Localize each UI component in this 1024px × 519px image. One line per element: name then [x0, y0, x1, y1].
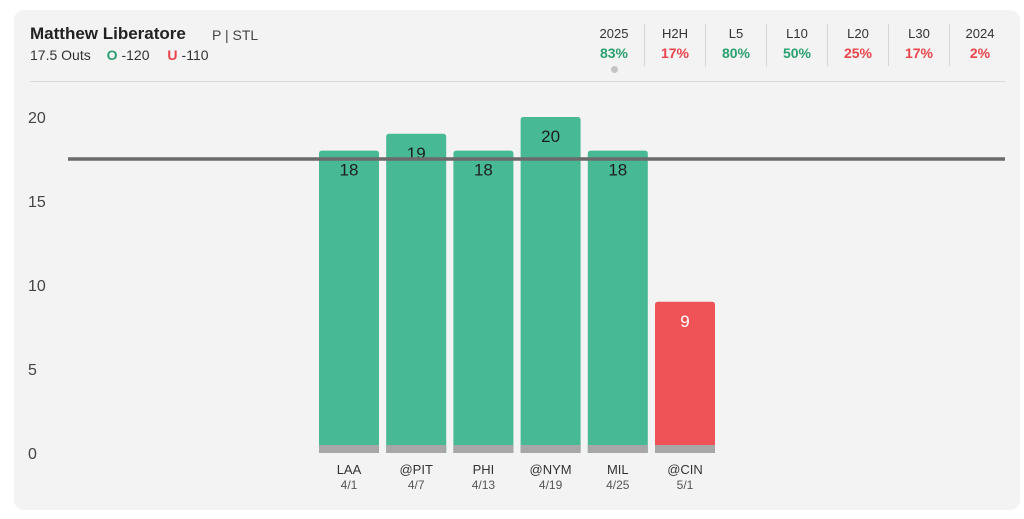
stat-tab-l10[interactable]: L10 50%: [767, 24, 828, 66]
bar[interactable]: [655, 301, 715, 453]
x-tick-opponent: @NYM: [530, 462, 572, 477]
x-tick-date: 4/19: [539, 478, 563, 492]
x-tick-date: 4/25: [606, 478, 630, 492]
y-tick-label: 20: [28, 110, 46, 127]
bar-base: [655, 445, 715, 453]
bar-base: [319, 445, 379, 453]
y-tick-label: 10: [28, 278, 46, 295]
y-tick-label: 0: [28, 446, 37, 463]
stat-tab-value: 25%: [843, 45, 873, 61]
x-tick-date: 4/13: [472, 478, 496, 492]
bar[interactable]: [386, 133, 447, 454]
stat-tab-label: 2025: [599, 26, 629, 41]
player-name: Matthew Liberatore: [30, 24, 186, 43]
stat-tab-l20[interactable]: L20 25%: [828, 24, 889, 66]
stat-tab-2025[interactable]: 2025 83%: [584, 24, 645, 66]
over-tag: O: [106, 47, 118, 63]
stat-tab-value: 83%: [599, 45, 629, 61]
stat-tab-value: 50%: [782, 45, 812, 61]
x-tick-opponent: MIL: [607, 462, 629, 477]
bar[interactable]: [319, 150, 379, 453]
stat-tab-label: L10: [786, 26, 808, 41]
bar-value-label: 20: [541, 127, 560, 146]
stat-tab-label: 2024: [965, 26, 995, 41]
stat-tab-label: H2H: [661, 26, 688, 41]
x-tick-date: 5/1: [677, 478, 694, 492]
bar[interactable]: [453, 150, 514, 453]
x-tick-opponent: @CIN: [667, 462, 703, 477]
stat-tab-value: 17%: [904, 45, 934, 61]
x-tick-opponent: LAA: [337, 462, 362, 477]
stat-tab-h2h[interactable]: H2H 17%: [645, 24, 706, 66]
stat-tab-l30[interactable]: L30 17%: [889, 24, 950, 66]
bar-value-label: 9: [680, 312, 689, 331]
y-tick-label: 5: [28, 362, 37, 379]
hit-rate-tabs: 2025 83% H2H 17% L5 80% L10 50% L20 25% …: [584, 24, 1010, 66]
x-tick-opponent: @PIT: [399, 462, 432, 477]
under-odds[interactable]: -110: [181, 47, 209, 63]
stat-tab-label: L30: [908, 26, 930, 41]
prop-card: Matthew Liberatore P | STL 17.5 Outs O -1…: [14, 10, 1020, 510]
bar-base: [587, 445, 648, 453]
bar[interactable]: [587, 150, 648, 453]
over-odds[interactable]: -120: [121, 47, 150, 63]
under-tag: U: [167, 47, 178, 63]
stat-tab-label: L20: [847, 26, 869, 41]
x-tick-date: 4/7: [408, 478, 425, 492]
bar-value-label: 18: [474, 161, 493, 180]
x-tick-date: 4/1: [341, 478, 358, 492]
stat-tab-value: 17%: [660, 45, 690, 61]
y-tick-label: 15: [28, 194, 46, 211]
stat-tab-label: L5: [728, 26, 744, 41]
bar[interactable]: [520, 117, 581, 453]
stat-tab-l5[interactable]: L5 80%: [706, 24, 767, 66]
x-tick-opponent: PHI: [473, 462, 495, 477]
bar-value-label: 18: [608, 161, 627, 180]
bar-base: [520, 445, 581, 453]
selected-tab-indicator: [611, 66, 618, 73]
bar-value-label: 18: [340, 161, 359, 180]
stat-tab-value: 2%: [969, 45, 991, 61]
bar-base: [386, 445, 447, 453]
prop-line-label: 17.5 Outs: [30, 47, 91, 63]
header-divider: [30, 81, 1005, 82]
prop-line-row: 17.5 Outs O -120 U -110: [30, 47, 209, 63]
stat-tab-value: 80%: [721, 45, 751, 61]
bar-base: [453, 445, 514, 453]
player-position-team: P | STL: [212, 27, 259, 43]
stat-tab-2024[interactable]: 2024 2%: [950, 24, 1010, 66]
